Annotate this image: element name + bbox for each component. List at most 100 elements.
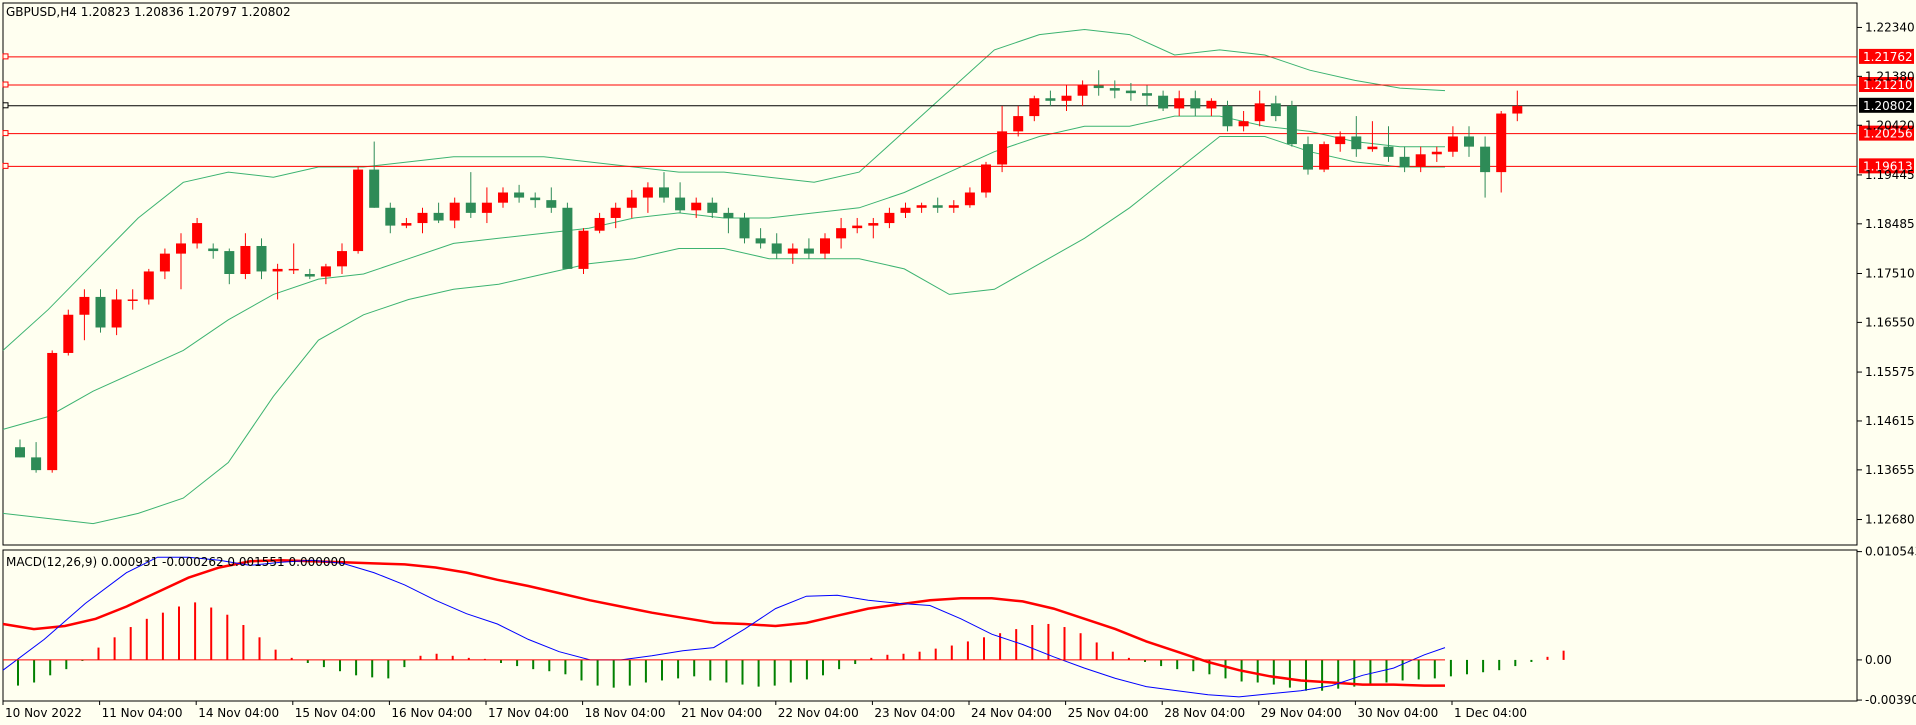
- price-tick-label: 1.19445: [1865, 168, 1915, 182]
- candle-body: [1383, 146, 1394, 157]
- candle-body: [208, 248, 219, 252]
- candle-body: [1496, 113, 1507, 173]
- candle-body: [465, 202, 476, 213]
- time-tick-label: 21 Nov 04:00: [681, 706, 762, 720]
- candle-body: [47, 352, 58, 471]
- time-tick-label: 17 Nov 04:00: [488, 706, 569, 720]
- time-tick-label: 29 Nov 04:00: [1261, 706, 1342, 720]
- level-tag: [1859, 158, 1914, 174]
- candle-body: [900, 207, 911, 213]
- time-tick-label: 14 Nov 04:00: [198, 706, 279, 720]
- candle-body: [691, 202, 702, 211]
- candle-body: [481, 202, 492, 213]
- candle-body: [369, 169, 380, 208]
- macd-tick-label: 0.010543: [1865, 545, 1916, 559]
- candle-body: [1431, 151, 1442, 155]
- time-tick-label: 23 Nov 04:00: [874, 706, 955, 720]
- candle-body: [1174, 98, 1185, 109]
- candle-body: [176, 243, 186, 254]
- level-tag: [1859, 48, 1914, 64]
- bollinger-upper-line: [2, 28, 1446, 351]
- candle-body: [1125, 90, 1136, 94]
- candle-body: [981, 164, 991, 193]
- candle-body: [353, 169, 364, 252]
- candle-body: [288, 268, 299, 271]
- candle-body: [884, 212, 895, 224]
- candle-body: [739, 217, 750, 239]
- macd-tick-label: 0.00: [1865, 653, 1892, 667]
- candle-body: [240, 245, 251, 274]
- candle-body: [803, 248, 814, 254]
- level-label: 1.21762: [1863, 50, 1913, 64]
- candle-body: [852, 225, 863, 229]
- time-tick-label: 16 Nov 04:00: [391, 706, 472, 720]
- price-tick-label: 1.22340: [1865, 20, 1915, 34]
- level-marker: [2, 53, 9, 60]
- candle-body: [224, 251, 235, 274]
- candle-body: [562, 207, 573, 269]
- price-tick-label: 1.12680: [1865, 513, 1915, 527]
- candle-body: [1222, 105, 1233, 127]
- level-label: 1.19613: [1863, 159, 1913, 173]
- time-tick-label: 28 Nov 04:00: [1164, 706, 1245, 720]
- candle-body: [1190, 98, 1201, 109]
- candle-body: [159, 253, 170, 272]
- candle-body: [675, 197, 686, 211]
- candle-body: [1109, 88, 1120, 91]
- time-tick-label: 25 Nov 04:00: [1068, 706, 1149, 720]
- candle-body: [755, 238, 766, 244]
- time-tick-label: 24 Nov 04:00: [971, 706, 1052, 720]
- level-marker: [2, 162, 9, 169]
- candles: [15, 70, 1523, 473]
- candle-body: [948, 205, 959, 208]
- candle-body: [836, 228, 847, 239]
- macd-signal-line: [2, 559, 1445, 687]
- candle-body: [626, 197, 637, 208]
- candle-body: [594, 217, 605, 231]
- macd-title: MACD(12,26,9) 0.000931 -0.000262 0.00155…: [6, 555, 346, 569]
- level-tag: [1859, 77, 1914, 93]
- candle-body: [143, 271, 154, 300]
- price-tick-label: 1.13655: [1865, 463, 1915, 477]
- level-marker: [2, 81, 9, 88]
- time-tick-label: 30 Nov 04:00: [1357, 706, 1438, 720]
- candle-body: [546, 200, 557, 208]
- candle-body: [417, 212, 428, 224]
- level-marker: [2, 102, 9, 109]
- candle-body: [707, 202, 718, 213]
- candle-body: [1335, 136, 1346, 145]
- candle-body: [642, 187, 653, 198]
- candle-body: [530, 197, 541, 201]
- candle-body: [192, 223, 203, 244]
- candle-body: [1399, 156, 1410, 168]
- price-tick-label: 1.21380: [1865, 69, 1915, 83]
- candle-body: [1512, 105, 1523, 114]
- candle-body: [964, 192, 975, 206]
- candle-body: [401, 223, 412, 226]
- level-tag: [1859, 125, 1914, 141]
- level-tag: [1859, 97, 1914, 113]
- candle-body: [514, 192, 525, 198]
- candle-body: [272, 268, 283, 272]
- price-tick-label: 1.15575: [1865, 365, 1915, 379]
- candle-body: [1464, 136, 1474, 147]
- time-tick-label: 15 Nov 04:00: [295, 706, 376, 720]
- level-label: 1.20802: [1863, 99, 1913, 113]
- macd-main-line: [2, 556, 1446, 698]
- candle-body: [1270, 103, 1281, 117]
- price-panel-frame: [2, 2, 1858, 546]
- time-tick-label: 1 Dec 04:00: [1454, 706, 1527, 720]
- price-axis: 1.22340 1.21380 1.20420 1.19445 1.18485 1.175…: [1857, 20, 1915, 527]
- candle-body: [1045, 98, 1056, 101]
- candle-body: [1415, 154, 1426, 168]
- level-label: 1.21210: [1863, 78, 1913, 92]
- candle-body: [1142, 93, 1152, 96]
- candle-body: [1254, 103, 1265, 122]
- candle-body: [916, 205, 927, 208]
- candle-body: [1286, 105, 1297, 145]
- candle-body: [433, 212, 444, 221]
- bollinger-middle-line: [2, 115, 1445, 430]
- time-tick-label: 22 Nov 04:00: [778, 706, 859, 720]
- level-label: 1.20256: [1863, 127, 1913, 141]
